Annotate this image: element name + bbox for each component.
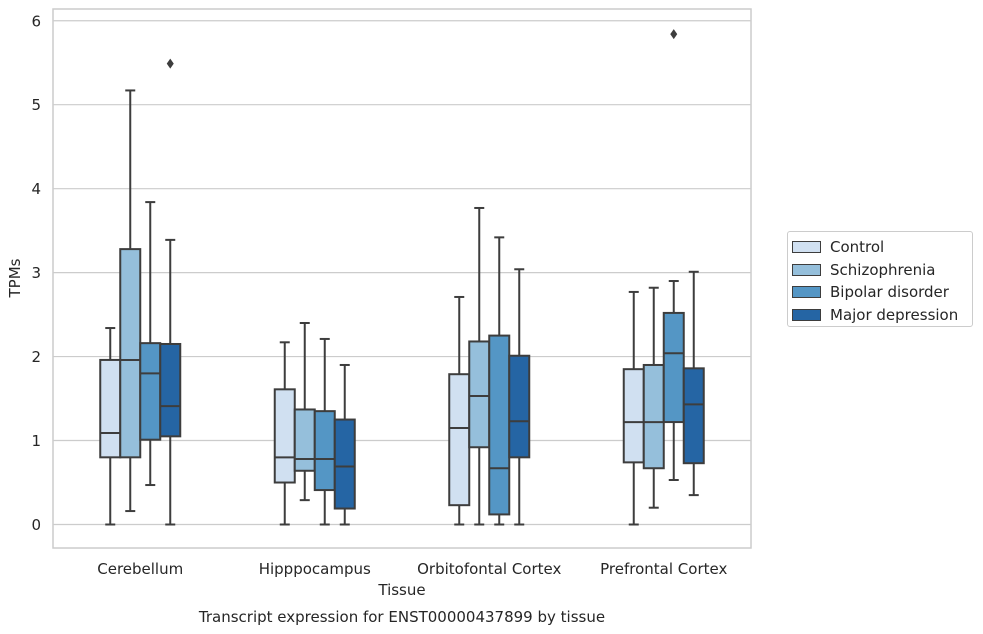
x-tick-labels: Cerebellum Hipppocampus Orbitofontal Corte… xyxy=(97,560,727,578)
box-cerebellum-major-depression xyxy=(159,58,182,526)
legend: Control Schizophrenia Bipolar disorder M… xyxy=(787,231,973,327)
legend-label-control: Control xyxy=(830,238,885,257)
box-body xyxy=(508,354,531,459)
box-body xyxy=(293,408,316,472)
box-body xyxy=(139,342,162,441)
legend-item-major-depression: Major depression xyxy=(792,304,972,327)
box-body xyxy=(448,373,471,507)
box-body xyxy=(682,367,705,465)
y-tick-label-4: 4 xyxy=(31,180,41,198)
legend-label-schizophrenia: Schizophrenia xyxy=(830,260,936,279)
outlier-marker xyxy=(670,29,678,40)
box-body xyxy=(159,342,182,438)
legend-label-bipolar-disorder: Bipolar disorder xyxy=(830,283,949,302)
box-hipppocampus-major-depression xyxy=(333,363,356,526)
x-tick-label-orbitofontal-cortex: Orbitofontal Cortex xyxy=(417,560,561,578)
box-prefrontal-cortex-major-depression xyxy=(682,270,705,497)
y-tick-label-1: 1 xyxy=(31,432,41,450)
x-axis-label: Tissue xyxy=(377,581,425,599)
y-axis-label: TPMs xyxy=(6,258,24,298)
box-body xyxy=(488,334,511,516)
boxes xyxy=(99,29,705,526)
y-tick-labels: 0 1 2 3 4 5 6 xyxy=(31,12,41,534)
y-tick-label-0: 0 xyxy=(31,516,41,534)
box-body xyxy=(119,248,142,459)
box-body xyxy=(99,358,122,459)
legend-item-schizophrenia: Schizophrenia xyxy=(792,259,972,282)
box-orbitofontal-cortex-major-depression xyxy=(508,268,531,526)
box-body xyxy=(662,311,685,424)
y-tick-label-6: 6 xyxy=(31,12,41,30)
legend-item-control: Control xyxy=(792,236,972,259)
box-body xyxy=(333,418,356,510)
legend-label-major-depression: Major depression xyxy=(830,305,959,324)
legend-swatch-control xyxy=(792,241,821,254)
x-tick-label-hipppocampus: Hipppocampus xyxy=(259,560,371,578)
box-body xyxy=(642,363,665,470)
legend-item-bipolar-disorder: Bipolar disorder xyxy=(792,281,972,304)
y-tick-label-5: 5 xyxy=(31,96,41,114)
box-body xyxy=(313,410,336,492)
outlier-marker xyxy=(166,58,174,69)
box-body xyxy=(273,388,296,484)
y-tick-label-2: 2 xyxy=(31,348,41,366)
y-tick-label-3: 3 xyxy=(31,264,41,282)
legend-swatch-schizophrenia xyxy=(792,263,821,276)
chart-title: Transcript expression for ENST0000043789… xyxy=(198,608,605,626)
legend-swatch-major-depression xyxy=(792,308,821,321)
plot-area-frame xyxy=(52,8,752,549)
legend-swatch-bipolar-disorder xyxy=(792,286,821,299)
box-cerebellum-bipolar-disorder xyxy=(139,201,162,487)
box-body xyxy=(622,368,645,464)
box-body xyxy=(468,340,491,449)
x-tick-label-cerebellum: Cerebellum xyxy=(97,560,183,578)
box-cerebellum-control xyxy=(99,327,122,526)
x-tick-label-prefrontal-cortex: Prefrontal Cortex xyxy=(600,560,727,578)
